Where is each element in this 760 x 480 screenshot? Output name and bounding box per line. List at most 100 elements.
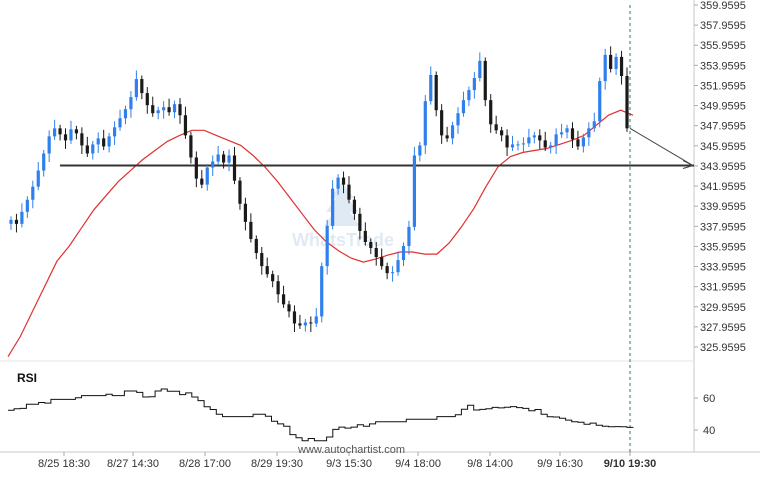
candle-body (598, 81, 602, 122)
candle-body (363, 230, 367, 242)
candle-body (63, 134, 68, 141)
candle-body (380, 257, 384, 267)
price-tick-label: 345.9595 (700, 141, 746, 153)
candle-body (91, 144, 95, 154)
candle-body (232, 155, 237, 181)
candle-body (619, 56, 624, 77)
candle-body (374, 248, 378, 258)
time-tick-label: 8/28 17:00 (179, 458, 231, 470)
candle-body (260, 253, 264, 267)
candle-body (467, 90, 471, 101)
candle-body (303, 322, 307, 326)
moving-average-layer (7, 109, 634, 358)
candle-body (140, 79, 144, 94)
candle-body (265, 266, 269, 275)
candle-body (510, 144, 515, 148)
candle-body (412, 155, 416, 227)
candle-body (445, 135, 449, 139)
candle-body (341, 177, 346, 185)
candle-body (96, 138, 100, 145)
candle-body (85, 145, 89, 154)
candle-body (516, 144, 520, 146)
rsi-line (8, 388, 634, 442)
candle-body (194, 157, 198, 179)
time-tick-label: 9/10 19:30 (604, 458, 657, 470)
price-tick-label: 341.9595 (700, 181, 746, 193)
moving-average-line (7, 109, 634, 358)
time-tick-label: 9/3 15:30 (326, 458, 372, 470)
candle-body (238, 180, 242, 204)
price-tick-label: 327.9595 (700, 322, 746, 334)
candle-body (472, 78, 476, 91)
whatstrade-watermark-logo: WhatsTrade (292, 182, 394, 250)
candle-body (227, 155, 231, 163)
candle-body (42, 153, 46, 171)
price-tick-label: 335.9595 (700, 241, 746, 253)
candle-body (369, 241, 373, 249)
candle-body (123, 109, 128, 119)
forecast-arrow-line (629, 127, 694, 166)
candle-body (211, 161, 215, 168)
candle-body (14, 219, 19, 224)
candle-body (298, 323, 302, 326)
time-tick-label: 9/9 16:30 (537, 458, 583, 470)
candle-body (178, 104, 182, 116)
watermark-url: www.autochartist.com (297, 444, 405, 456)
price-tick-label: 355.9595 (700, 40, 746, 52)
svg-text:WhatsTrade: WhatsTrade (292, 230, 394, 250)
candle-body (145, 93, 149, 106)
candle-body (483, 60, 487, 101)
time-tick-label: 9/4 18:00 (395, 458, 441, 470)
candle-body (614, 56, 618, 69)
rsi-tick-label: 60 (703, 393, 715, 405)
candle-body (500, 130, 504, 136)
candle-body (151, 105, 155, 114)
price-tick-label: 337.9595 (700, 221, 746, 233)
rsi-layer: 60 40 (8, 388, 715, 442)
candle-body (309, 322, 313, 324)
candle-body (336, 177, 340, 189)
time-tick-label: 8/29 19:30 (251, 458, 303, 470)
candle-body (554, 134, 558, 146)
candle-body (581, 137, 585, 147)
candle-body (314, 316, 318, 324)
candle-body (254, 238, 258, 254)
candle-body (396, 260, 400, 273)
candle-body (592, 121, 596, 129)
candle-body (401, 246, 406, 261)
price-tick-label: 339.9595 (700, 201, 746, 213)
candle-body (172, 104, 177, 113)
candle-body (385, 266, 389, 274)
candle-body (112, 127, 117, 137)
candle-body (347, 184, 351, 200)
candle-body (423, 101, 427, 146)
candle-body (9, 219, 13, 224)
candle-body (461, 100, 466, 114)
candle-body (281, 294, 286, 305)
candle-body (200, 178, 204, 185)
candle-body (107, 136, 111, 147)
candle-body (434, 75, 438, 111)
price-tick-label: 353.9595 (700, 60, 746, 72)
candle-body (271, 274, 275, 282)
candle-body (549, 145, 553, 148)
price-tick-label: 347.9595 (700, 121, 746, 133)
candles-layer (9, 46, 629, 333)
candle-body (440, 110, 444, 136)
candle-body (543, 140, 547, 148)
candle-body (587, 128, 591, 138)
candle-body (74, 129, 79, 134)
candle-body (129, 97, 133, 110)
candle-body (216, 154, 220, 162)
candle-body (167, 107, 171, 113)
candle-body (58, 128, 62, 135)
candle-body (505, 135, 509, 148)
candle-body (134, 79, 138, 98)
price-tick-label: 349.9595 (700, 101, 746, 113)
price-tick-label: 343.9595 (700, 161, 746, 173)
candle-body (331, 188, 335, 226)
candle-body (287, 304, 291, 312)
candle-body (609, 54, 613, 69)
rsi-label: RSI (17, 371, 37, 385)
